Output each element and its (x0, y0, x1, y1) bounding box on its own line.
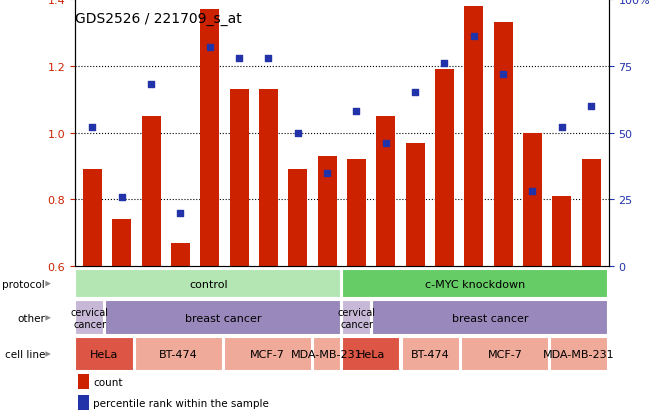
Bar (171, 243, 190, 266)
Bar (461, 338, 549, 370)
Bar (347, 160, 366, 266)
Point (204, 45, 215, 51)
Bar (372, 301, 608, 335)
Bar (342, 269, 608, 299)
Text: percentile rank within the sample: percentile rank within the sample (93, 398, 269, 408)
Text: MDA-MB-231: MDA-MB-231 (291, 349, 363, 359)
Point (87, 125, 98, 131)
Point (175, 210, 186, 216)
Text: cervical
cancer: cervical cancer (71, 307, 109, 329)
Point (469, 34, 479, 40)
Text: cervical
cancer: cervical cancer (338, 307, 376, 329)
Text: HeLa: HeLa (90, 349, 118, 359)
Bar (230, 90, 249, 266)
Text: cell line: cell line (5, 349, 45, 359)
Bar (77, 375, 89, 389)
Bar (259, 90, 278, 266)
Point (381, 140, 391, 147)
Text: protocol: protocol (2, 279, 45, 289)
Point (410, 90, 421, 97)
Bar (201, 10, 219, 266)
Text: MCF-7: MCF-7 (250, 349, 285, 359)
Bar (552, 197, 572, 266)
Bar (76, 301, 104, 335)
Text: c-MYC knockdown: c-MYC knockdown (425, 279, 525, 289)
Text: BT-474: BT-474 (159, 349, 198, 359)
Bar (464, 7, 483, 266)
Point (117, 194, 127, 200)
Point (586, 103, 596, 110)
Text: count: count (93, 377, 122, 387)
Bar (435, 70, 454, 266)
Bar (83, 170, 102, 266)
Bar (523, 133, 542, 266)
Bar (105, 301, 341, 335)
Bar (402, 338, 460, 370)
Point (352, 109, 362, 115)
Text: other: other (17, 313, 45, 323)
Bar (406, 143, 424, 266)
Bar (76, 338, 133, 370)
Point (322, 170, 332, 176)
Point (527, 188, 538, 195)
Bar (135, 338, 223, 370)
Bar (312, 338, 341, 370)
Point (146, 82, 156, 88)
Point (498, 71, 508, 78)
Bar (77, 395, 89, 410)
Text: MCF-7: MCF-7 (488, 349, 522, 359)
Bar (142, 116, 161, 266)
Text: BT-474: BT-474 (411, 349, 450, 359)
Text: breast cancer: breast cancer (185, 313, 262, 323)
Bar (376, 116, 395, 266)
Point (234, 55, 244, 62)
Point (439, 61, 450, 67)
Point (263, 55, 273, 62)
Bar (76, 269, 341, 299)
Bar (342, 338, 400, 370)
Bar (318, 157, 337, 266)
Text: GDS2526 / 221709_s_at: GDS2526 / 221709_s_at (75, 12, 242, 26)
Bar (550, 338, 608, 370)
Bar (581, 160, 601, 266)
Point (557, 125, 567, 131)
Text: control: control (189, 279, 228, 289)
Text: MDA-MB-231: MDA-MB-231 (543, 349, 615, 359)
Bar (112, 220, 132, 266)
Point (292, 130, 303, 136)
Bar (342, 301, 371, 335)
Bar (224, 338, 312, 370)
Bar (288, 170, 307, 266)
Bar (493, 23, 512, 266)
Text: breast cancer: breast cancer (452, 313, 529, 323)
Text: HeLa: HeLa (357, 349, 385, 359)
